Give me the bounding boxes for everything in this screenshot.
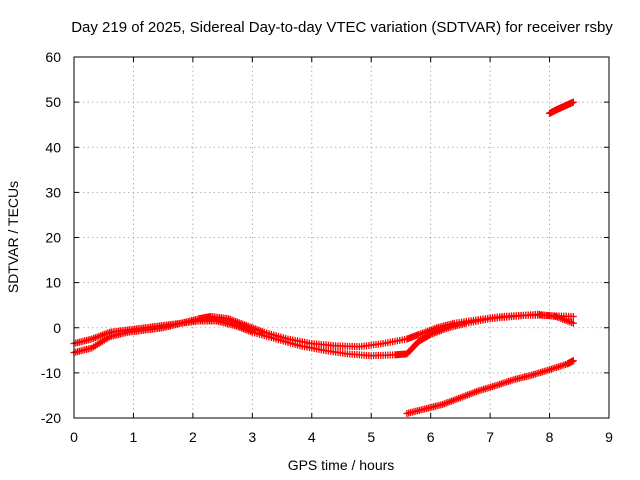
grid	[74, 57, 609, 418]
x-tick-label: 2	[189, 429, 197, 445]
y-tick-label: 10	[45, 275, 61, 291]
series-track-b	[70, 310, 577, 360]
y-tick-label: 30	[45, 184, 61, 200]
y-tick-label: 0	[53, 320, 61, 336]
y-tick-label: 60	[45, 49, 61, 65]
x-tick-label: 3	[248, 429, 256, 445]
axis-ticks: 0 1 2 3 4 5 6 7 8 9 -20 -10 0 10 20 30 40 50 60	[41, 49, 613, 445]
series-track-d	[546, 98, 577, 117]
y-tick-label: -10	[41, 365, 61, 381]
x-tick-label: 7	[486, 429, 494, 445]
data-point	[569, 319, 577, 327]
x-tick-label: 8	[546, 429, 554, 445]
series-track-c	[403, 357, 577, 417]
data-point	[569, 357, 577, 365]
x-tick-label: 4	[308, 429, 316, 445]
y-axis-label: SDTVAR / TECUs	[5, 181, 21, 293]
data-point	[569, 312, 577, 320]
data-point	[569, 98, 577, 106]
x-tick-label: 1	[130, 429, 138, 445]
x-tick-label: 9	[605, 429, 613, 445]
chart-title: Day 219 of 2025, Sidereal Day-to-day VTE…	[71, 19, 613, 36]
x-axis-label: GPS time / hours	[288, 457, 395, 473]
x-tick-label: 6	[427, 429, 435, 445]
x-tick-label: 5	[367, 429, 375, 445]
y-tick-label: 50	[45, 94, 61, 110]
y-tick-label: -20	[41, 410, 61, 426]
y-tick-label: 20	[45, 230, 61, 246]
y-tick-label: 40	[45, 139, 61, 155]
data-points	[70, 98, 577, 417]
x-tick-label: 0	[70, 429, 78, 445]
